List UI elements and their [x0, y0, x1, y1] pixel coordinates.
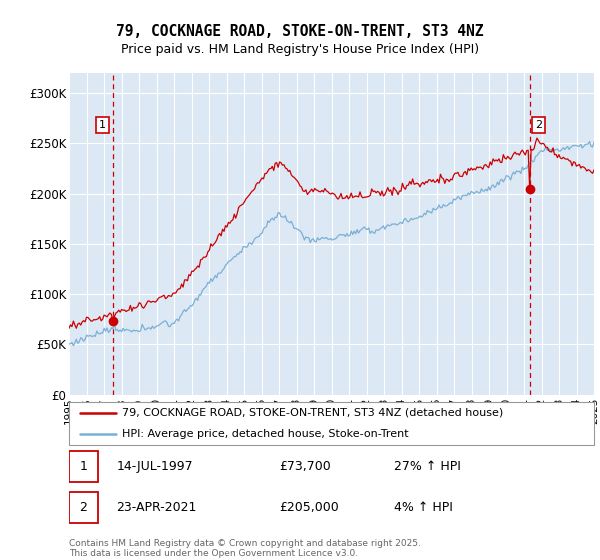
Text: 14-JUL-1997: 14-JUL-1997 — [116, 460, 193, 473]
Text: 23-APR-2021: 23-APR-2021 — [116, 501, 197, 514]
Text: Contains HM Land Registry data © Crown copyright and database right 2025.
This d: Contains HM Land Registry data © Crown c… — [69, 539, 421, 558]
Text: 27% ↑ HPI: 27% ↑ HPI — [395, 460, 461, 473]
Text: 2: 2 — [79, 501, 88, 514]
Text: 1: 1 — [79, 460, 88, 473]
Text: 1: 1 — [99, 120, 106, 130]
FancyBboxPatch shape — [69, 451, 98, 482]
Text: £205,000: £205,000 — [279, 501, 339, 514]
FancyBboxPatch shape — [69, 402, 594, 445]
Text: Price paid vs. HM Land Registry's House Price Index (HPI): Price paid vs. HM Land Registry's House … — [121, 43, 479, 56]
FancyBboxPatch shape — [69, 492, 98, 522]
Text: 2: 2 — [535, 120, 542, 130]
Text: 79, COCKNAGE ROAD, STOKE-ON-TRENT, ST3 4NZ (detached house): 79, COCKNAGE ROAD, STOKE-ON-TRENT, ST3 4… — [121, 408, 503, 418]
Text: 79, COCKNAGE ROAD, STOKE-ON-TRENT, ST3 4NZ: 79, COCKNAGE ROAD, STOKE-ON-TRENT, ST3 4… — [116, 24, 484, 39]
Text: £73,700: £73,700 — [279, 460, 331, 473]
Text: 4% ↑ HPI: 4% ↑ HPI — [395, 501, 454, 514]
Text: HPI: Average price, detached house, Stoke-on-Trent: HPI: Average price, detached house, Stok… — [121, 429, 408, 439]
